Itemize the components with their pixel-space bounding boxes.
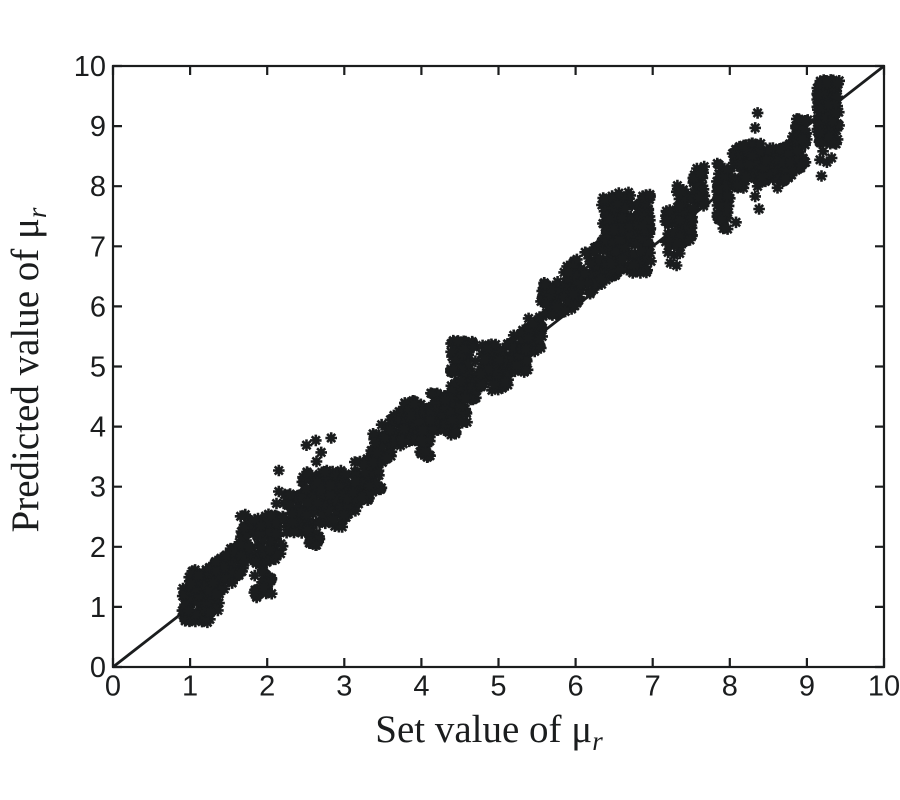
svg-text:9: 9 bbox=[90, 111, 106, 143]
svg-text:6: 6 bbox=[568, 671, 584, 703]
svg-text:3: 3 bbox=[90, 472, 106, 504]
svg-text:2: 2 bbox=[259, 671, 275, 703]
svg-text:10: 10 bbox=[868, 671, 900, 703]
svg-text:5: 5 bbox=[490, 671, 506, 703]
svg-text:Predicted value of μr: Predicted value of μr bbox=[4, 207, 52, 532]
svg-text:6: 6 bbox=[90, 291, 106, 323]
svg-text:8: 8 bbox=[90, 171, 106, 203]
svg-text:10: 10 bbox=[74, 51, 106, 83]
svg-text:1: 1 bbox=[182, 671, 198, 703]
svg-text:3: 3 bbox=[336, 671, 352, 703]
svg-text:5: 5 bbox=[90, 352, 106, 384]
svg-text:8: 8 bbox=[722, 671, 738, 703]
svg-text:Set value of μr: Set value of μr bbox=[375, 708, 603, 756]
svg-text:0: 0 bbox=[105, 671, 121, 703]
svg-text:4: 4 bbox=[90, 412, 106, 444]
svg-text:7: 7 bbox=[90, 231, 106, 263]
svg-text:7: 7 bbox=[645, 671, 661, 703]
svg-text:0: 0 bbox=[90, 652, 106, 684]
svg-text:4: 4 bbox=[413, 671, 429, 703]
svg-text:1: 1 bbox=[90, 592, 106, 624]
svg-text:2: 2 bbox=[90, 532, 106, 564]
svg-text:9: 9 bbox=[799, 671, 815, 703]
